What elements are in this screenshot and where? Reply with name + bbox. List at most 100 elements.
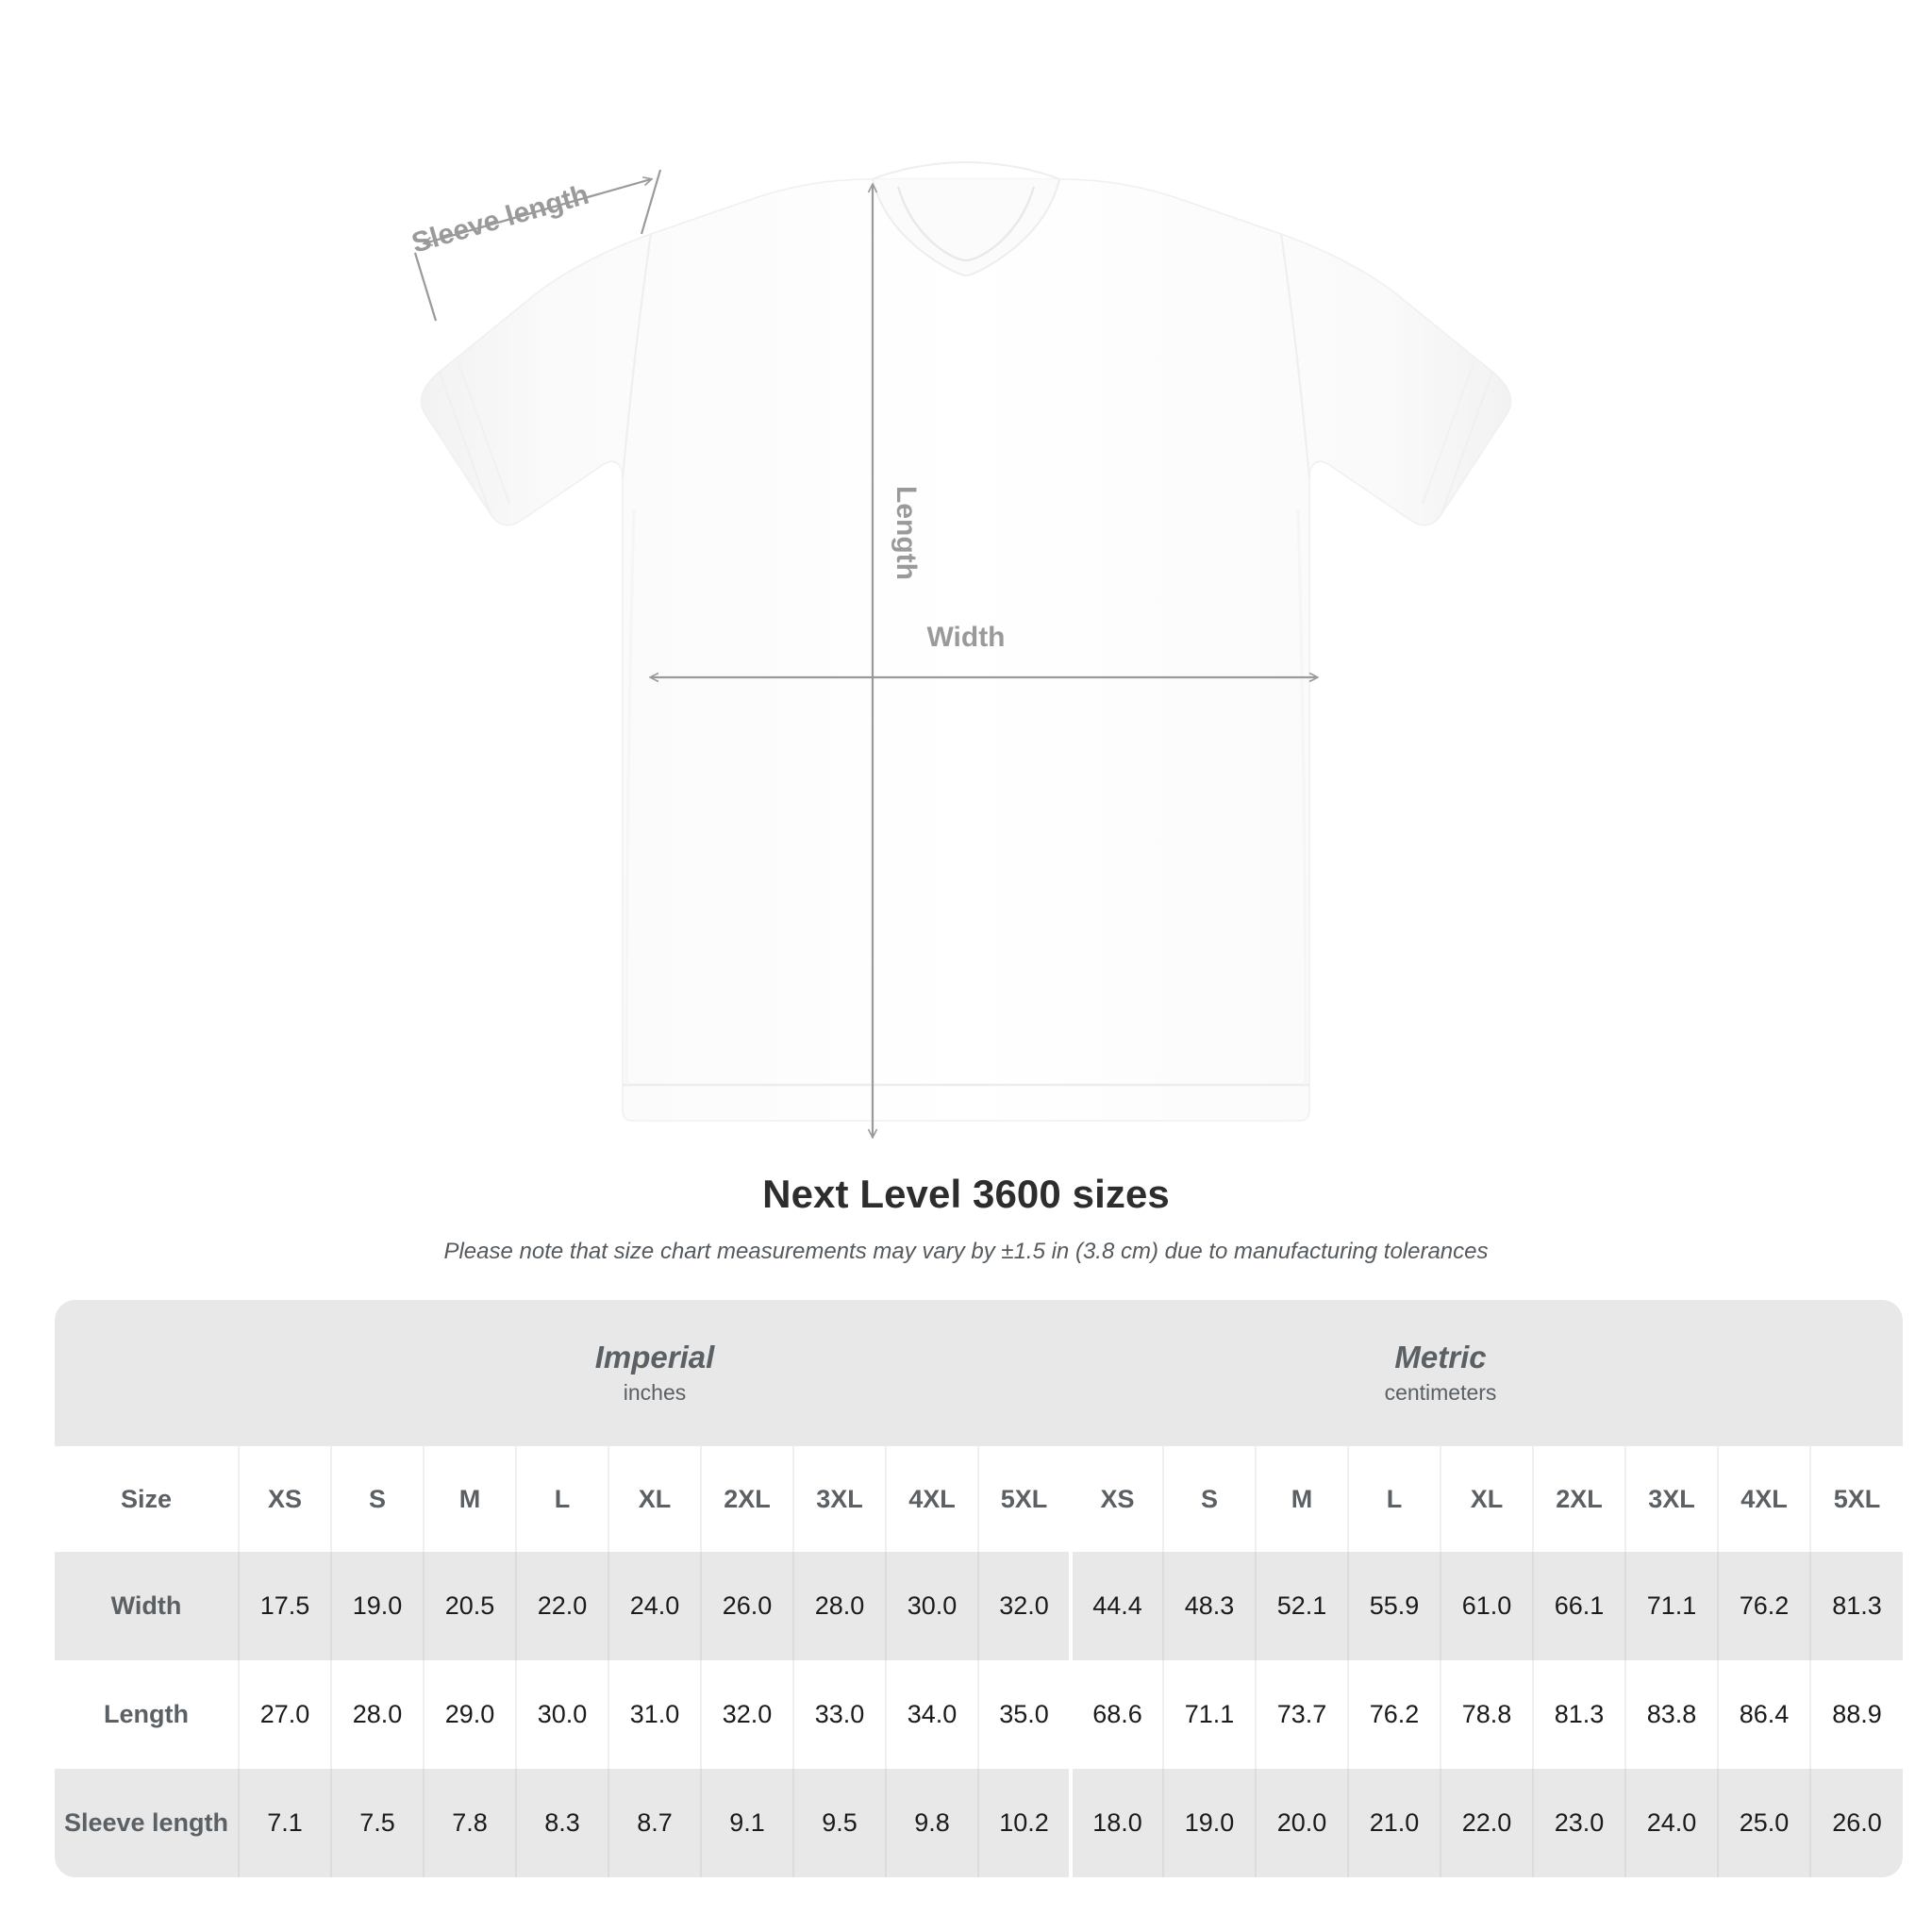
sleeve-tick-bottom <box>413 252 438 322</box>
cell-sleeve-imp-3xl: 9.5 <box>792 1769 886 1877</box>
cell-sleeve-met-2xl: 23.0 <box>1532 1769 1625 1877</box>
width-label: Width <box>926 622 1005 653</box>
cell-sleeve-met-xs: 18.0 <box>1069 1769 1163 1877</box>
left-cuff-fold <box>458 361 510 505</box>
left-side-shade <box>625 508 636 1086</box>
row-label-width: Width <box>55 1552 239 1660</box>
right-armhole-seam <box>1279 233 1311 478</box>
size-col-imp-l: L <box>515 1446 608 1552</box>
right-cuff-fold <box>1422 361 1474 505</box>
unit-header-metric: Metric centimeters <box>1071 1300 1810 1446</box>
cell-width-met-s: 48.3 <box>1162 1552 1256 1660</box>
cell-width-imp-2xl: 26.0 <box>700 1552 793 1660</box>
cell-width-imp-xl: 24.0 <box>608 1552 701 1660</box>
size-col-met-4xl: 4XL <box>1717 1446 1810 1552</box>
size-col-met-xs: XS <box>1069 1446 1163 1552</box>
cell-length-imp-xl: 31.0 <box>608 1660 701 1769</box>
cell-width-met-xl: 61.0 <box>1440 1552 1533 1660</box>
imperial-unit: inches <box>623 1379 687 1405</box>
size-col-imp-xl: XL <box>608 1446 701 1552</box>
cell-sleeve-met-m: 20.0 <box>1255 1769 1348 1877</box>
cell-width-imp-l: 22.0 <box>515 1552 608 1660</box>
cell-sleeve-imp-l: 8.3 <box>515 1769 608 1877</box>
cell-length-met-s: 71.1 <box>1162 1660 1256 1769</box>
cell-length-imp-l: 30.0 <box>515 1660 608 1769</box>
cell-width-met-xs: 44.4 <box>1069 1552 1163 1660</box>
size-chart-table: Imperial inches Metric centimeters Size … <box>55 1300 1903 1877</box>
cell-sleeve-met-l: 21.0 <box>1347 1769 1441 1877</box>
cell-length-imp-xs: 27.0 <box>238 1660 331 1769</box>
imperial-name: Imperial <box>594 1339 715 1374</box>
chart-heading-block: Next Level 3600 sizes Please note that s… <box>0 1170 1932 1266</box>
cell-sleeve-met-4xl: 25.0 <box>1717 1769 1810 1877</box>
cell-length-met-4xl: 86.4 <box>1717 1660 1810 1769</box>
cell-length-imp-3xl: 33.0 <box>792 1660 886 1769</box>
tshirt-garment <box>420 160 1512 1122</box>
table-row-width: Width 17.5 19.0 20.5 22.0 24.0 26.0 28.0… <box>55 1552 1903 1660</box>
length-label: Length <box>891 486 922 580</box>
right-side-shade <box>1296 508 1307 1086</box>
size-col-met-xl: XL <box>1440 1446 1533 1552</box>
collar-outer <box>872 178 1060 277</box>
cell-width-met-2xl: 66.1 <box>1532 1552 1625 1660</box>
metric-name: Metric <box>1394 1339 1487 1374</box>
cell-sleeve-imp-xl: 8.7 <box>608 1769 701 1877</box>
length-measurement: Length <box>873 185 922 1137</box>
cell-length-met-l: 76.2 <box>1347 1660 1441 1769</box>
cell-width-met-l: 55.9 <box>1347 1552 1441 1660</box>
cell-width-imp-3xl: 28.0 <box>792 1552 886 1660</box>
cell-length-imp-5xl: 35.0 <box>977 1660 1071 1769</box>
cell-width-imp-xs: 17.5 <box>238 1552 331 1660</box>
size-header-row: Size XS S M L XL 2XL 3XL 4XL 5XL XS S M … <box>55 1446 1903 1552</box>
sleeve-length-label: Sleeve length <box>408 179 592 259</box>
cell-sleeve-imp-m: 7.8 <box>423 1769 516 1877</box>
row-label-length: Length <box>55 1660 239 1769</box>
cell-length-imp-2xl: 32.0 <box>700 1660 793 1769</box>
unit-header-metric-end <box>1810 1300 1903 1446</box>
unit-header-spacer <box>55 1300 239 1446</box>
collar-top-seam <box>872 160 1060 180</box>
cell-sleeve-imp-2xl: 9.1 <box>700 1769 793 1877</box>
unit-header-row: Imperial inches Metric centimeters <box>55 1300 1903 1446</box>
cell-length-imp-4xl: 34.0 <box>885 1660 978 1769</box>
width-measurement: Width <box>651 622 1317 677</box>
cell-width-met-m: 52.1 <box>1255 1552 1348 1660</box>
cell-length-imp-m: 29.0 <box>423 1660 516 1769</box>
cell-width-met-3xl: 71.1 <box>1624 1552 1718 1660</box>
size-col-met-s: S <box>1162 1446 1256 1552</box>
cell-width-imp-4xl: 30.0 <box>885 1552 978 1660</box>
tshirt-measurement-diagram: Length Width Sleeve length <box>408 160 1512 1170</box>
size-col-met-l: L <box>1347 1446 1441 1552</box>
cell-sleeve-met-xl: 22.0 <box>1440 1769 1533 1877</box>
cell-width-imp-m: 20.5 <box>423 1552 516 1660</box>
cell-width-met-5xl: 81.3 <box>1809 1552 1903 1660</box>
cell-sleeve-met-3xl: 24.0 <box>1624 1769 1718 1877</box>
size-col-imp-2xl: 2XL <box>700 1446 793 1552</box>
table-row-length: Length 27.0 28.0 29.0 30.0 31.0 32.0 33.… <box>55 1660 1903 1769</box>
cell-sleeve-met-5xl: 26.0 <box>1809 1769 1903 1877</box>
collar-inner <box>896 186 1036 262</box>
metric-unit: centimeters <box>1384 1379 1497 1405</box>
tolerance-note: Please note that size chart measurements… <box>443 1238 1489 1264</box>
cell-length-met-xl: 78.8 <box>1440 1660 1533 1769</box>
cell-length-met-m: 73.7 <box>1255 1660 1348 1769</box>
cell-sleeve-imp-4xl: 9.8 <box>885 1769 978 1877</box>
unit-header-imperial: Imperial inches <box>239 1300 1071 1446</box>
cell-length-met-xs: 68.6 <box>1069 1660 1163 1769</box>
cell-length-met-3xl: 83.8 <box>1624 1660 1718 1769</box>
page-title: Next Level 3600 sizes <box>762 1172 1170 1216</box>
table-row-sleeve-length: Sleeve length 7.1 7.5 7.8 8.3 8.7 9.1 9.… <box>55 1769 1903 1877</box>
right-cuff-hem <box>1441 371 1493 515</box>
size-col-met-3xl: 3XL <box>1624 1446 1718 1552</box>
left-armhole-seam <box>621 233 653 478</box>
size-row-label: Size <box>55 1446 239 1552</box>
size-col-imp-3xl: 3XL <box>792 1446 886 1552</box>
cell-sleeve-imp-s: 7.5 <box>330 1769 424 1877</box>
cell-length-imp-s: 28.0 <box>330 1660 424 1769</box>
cell-sleeve-met-s: 19.0 <box>1162 1769 1256 1877</box>
size-col-met-5xl: 5XL <box>1809 1446 1903 1552</box>
row-label-sleeve-length: Sleeve length <box>55 1769 239 1877</box>
size-col-imp-xs: XS <box>238 1446 331 1552</box>
size-chart-table-wrapper: Imperial inches Metric centimeters Size … <box>55 1300 1903 1877</box>
